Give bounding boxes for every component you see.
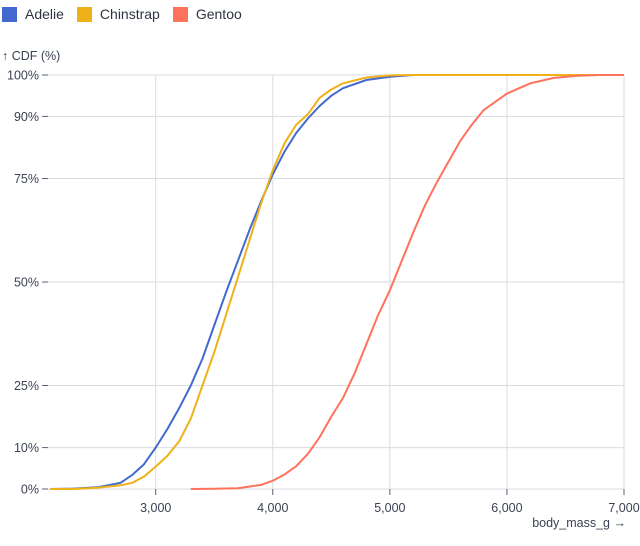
cdf-line-gentoo [190, 74, 624, 490]
x-tick-label: 6,000 [491, 501, 522, 515]
x-tick-label: 4,000 [257, 501, 288, 515]
legend-swatch-chinstrap [76, 6, 92, 22]
y-tick-label: 100% [7, 69, 39, 83]
y-tick-label: 0% [21, 483, 39, 497]
y-tick-label: 50% [14, 276, 39, 290]
legend-item-chinstrap: Chinstrap [76, 6, 160, 22]
x-tick-label: 3,000 [140, 501, 171, 515]
legend-item-gentoo: Gentoo [172, 6, 242, 22]
cdf-line-adelie [50, 74, 624, 490]
legend-label: Chinstrap [99, 6, 160, 22]
x-axis-label: body_mass_g → [532, 516, 626, 530]
x-tick-label: 7,000 [608, 501, 639, 515]
legend: Adelie Chinstrap Gentoo [2, 6, 242, 22]
y-axis-label: ↑ CDF (%) [2, 49, 60, 63]
y-tick-label: 10% [14, 441, 39, 455]
legend-label: Adelie [25, 6, 64, 22]
y-tick-label: 25% [14, 379, 39, 393]
cdf-line-chinstrap [50, 74, 624, 490]
x-tick-label: 5,000 [374, 501, 405, 515]
legend-item-adelie: Adelie [2, 6, 64, 22]
y-tick-label: 75% [14, 172, 39, 186]
legend-swatch-adelie [2, 6, 17, 22]
legend-swatch-gentoo [172, 6, 188, 22]
y-tick-label: 90% [14, 110, 39, 124]
legend-label: Gentoo [195, 6, 242, 22]
